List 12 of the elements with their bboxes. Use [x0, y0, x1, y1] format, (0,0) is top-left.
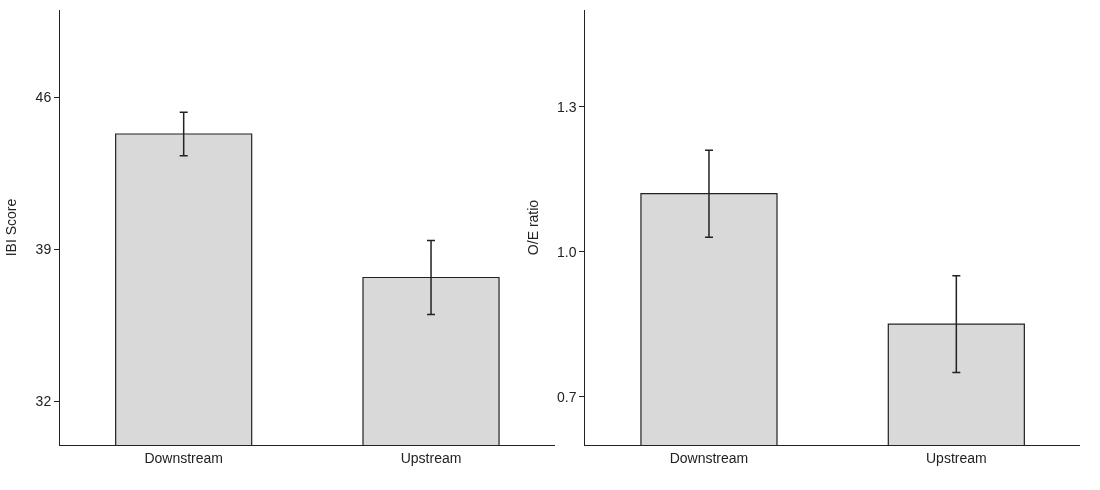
y-tick-label: 32: [35, 393, 52, 410]
y-axis-title: O/E ratio: [524, 199, 541, 256]
x-tick-label: Upstream: [400, 449, 462, 466]
y-tick-label: 46: [35, 88, 52, 105]
x-tick-label: Downstream: [669, 449, 749, 466]
y-tick-label: 1.0: [557, 243, 577, 260]
y-tick-label: 1.3: [557, 98, 577, 115]
y-tick-label: 39: [35, 241, 52, 258]
y-tick-label: 0.7: [557, 388, 577, 405]
y-axis-title: IBI Score: [3, 198, 20, 257]
x-tick-label: Downstream: [144, 449, 223, 466]
x-tick-label: Upstream: [925, 449, 987, 466]
